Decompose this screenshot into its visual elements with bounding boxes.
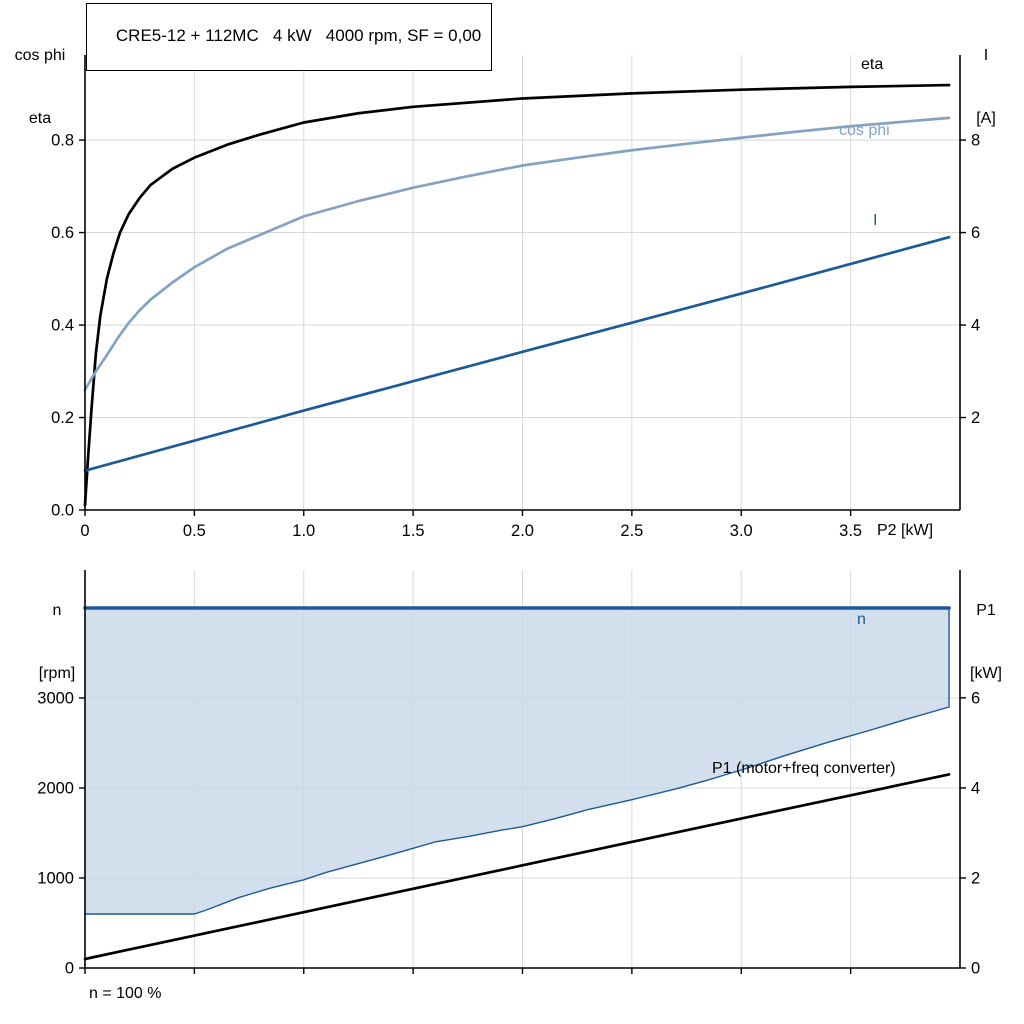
curve-n-lower-limit — [84, 607, 950, 915]
tick-label: 8 — [971, 132, 980, 150]
tick-label: 4 — [971, 779, 980, 797]
curve-cos-phi — [83, 116, 951, 392]
rpm-axis-unit: [rpm] — [38, 665, 76, 682]
tick-label: 0.0 — [51, 502, 74, 520]
footnote-n-100: n = 100 % — [89, 985, 162, 1002]
tick-label: 0.4 — [51, 317, 74, 335]
current-axis-label: I — [983, 47, 989, 64]
tick-label: 0.6 — [51, 224, 74, 242]
tick-label: 0.8 — [51, 132, 74, 150]
tick-label: 0.2 — [51, 409, 74, 427]
cos-phi-axis-label: cos phi — [14, 47, 66, 64]
tick-label: 0 — [971, 960, 980, 978]
eta-axis-label: eta — [28, 110, 52, 127]
tick-label: 3000 — [37, 689, 74, 707]
n-axis-label: n — [52, 602, 62, 619]
bottom-right-axis-title: P1 [kW] — [954, 558, 1018, 726]
top-left-axis-title: cos phi eta — [4, 3, 76, 171]
speed-operating-area — [85, 607, 950, 914]
tick-label: 0.5 — [183, 522, 206, 540]
top-right-axis-title: I [A] — [954, 3, 1018, 171]
tick-label: 2.0 — [511, 522, 534, 540]
tick-label: 2 — [971, 409, 980, 427]
cos-phi-curve-label: cos phi — [839, 122, 890, 139]
chart-title-box: CRE5-12 + 112MC 4 kW 4000 rpm, SF = 0,00 — [86, 3, 493, 71]
tick-label: 0 — [80, 522, 89, 540]
curve-eta — [83, 83, 951, 507]
chart-motor-performance: 0 0.5 1.0 1.5 2.0 2.5 3.0 3.5 0.0 0.2 0.4 0.6 0.8 2 4 6… — [51, 55, 980, 540]
tick-label: 2 — [971, 869, 980, 887]
tick-label: 1.5 — [402, 522, 425, 540]
bottom-left-axis-title: n [rpm] — [18, 558, 96, 726]
tick-label: 4 — [971, 317, 980, 335]
chart-speed-and-input-power: 0 1000 2000 3000 0 2 4 6 — [37, 570, 980, 978]
n-curve-label: n — [857, 611, 866, 628]
tick-label: 2.5 — [620, 522, 643, 540]
tick-label: 3.5 — [839, 522, 862, 540]
current-curve-label: I — [873, 212, 878, 229]
tick-label: 1.0 — [292, 522, 315, 540]
chart-title: CRE5-12 + 112MC 4 kW 4000 rpm, SF = 0,00 — [115, 26, 482, 45]
tick-label: 1000 — [37, 869, 74, 887]
eta-curve-label: eta — [861, 56, 884, 73]
p1-axis-label: P1 — [976, 602, 996, 619]
kw-axis-unit: [kW] — [970, 665, 1002, 682]
curve-p1 — [83, 773, 951, 961]
current-axis-unit: [A] — [976, 110, 996, 127]
p1-curve-label: P1 (motor+freq converter) — [712, 760, 896, 777]
tick-label: 6 — [971, 689, 980, 707]
tick-label: 2000 — [37, 779, 74, 797]
tick-label: 3.0 — [730, 522, 753, 540]
tick-label: 0 — [65, 960, 74, 978]
curve-current — [83, 235, 951, 473]
tick-label: 6 — [971, 224, 980, 242]
p2-axis-label: P2 [kW] — [877, 522, 934, 539]
